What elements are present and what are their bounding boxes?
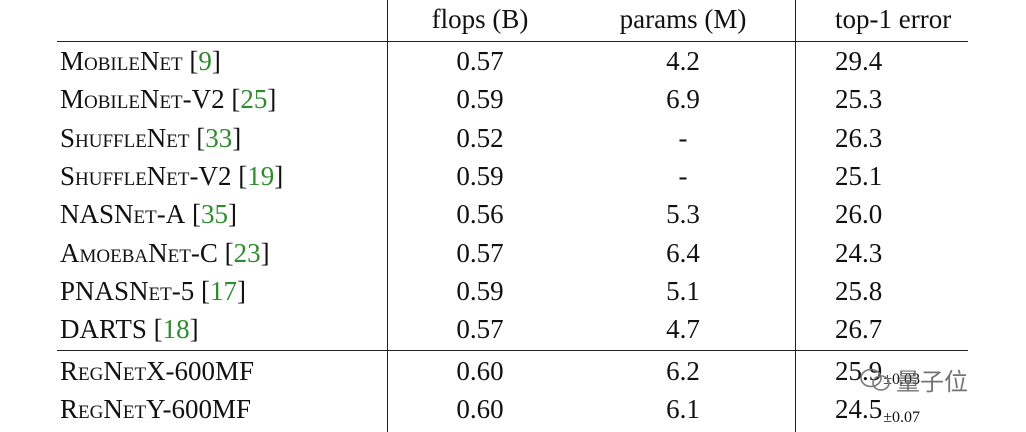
flops-cell: 0.60 bbox=[456, 356, 504, 386]
error-cell: 26.7 bbox=[835, 310, 882, 348]
flops-cell: 0.57 bbox=[456, 237, 504, 268]
flops-cell: 0.59 bbox=[456, 84, 504, 115]
citation-number: 19 bbox=[247, 160, 275, 191]
model-name: ShuffleNet bbox=[60, 122, 190, 153]
params-cell: 5.1 bbox=[666, 275, 700, 306]
citation-number: 18 bbox=[162, 314, 190, 345]
model-cell: RegNetX-600MF bbox=[60, 352, 254, 390]
flops-cell: 0.59 bbox=[456, 275, 504, 306]
error-value: 26.7 bbox=[835, 314, 883, 345]
model-name: NASNet-A bbox=[60, 199, 186, 230]
flops-cell: 0.52 bbox=[456, 122, 504, 153]
error-value: 29.4 bbox=[835, 46, 883, 76]
group-rule bbox=[57, 350, 968, 351]
column-rule bbox=[387, 0, 388, 432]
error-value: 24.3 bbox=[835, 237, 883, 268]
header-rule bbox=[57, 41, 968, 42]
model-cell: DARTS 18 bbox=[60, 310, 199, 348]
params-cell: 6.4 bbox=[666, 237, 700, 268]
model-name: MobileNet bbox=[60, 46, 183, 76]
model-cell: ShuffleNet-V2 19 bbox=[60, 157, 283, 195]
citation: 35 bbox=[192, 199, 237, 229]
model-name: PNASNet-5 bbox=[60, 275, 195, 306]
model-cell: RegNetY-600MF bbox=[60, 390, 251, 428]
citation: 33 bbox=[196, 123, 241, 153]
error-cell: 26.0 bbox=[835, 195, 882, 233]
citation-number: 25 bbox=[240, 84, 268, 115]
error-cell: 25.8 bbox=[835, 272, 882, 310]
flops-cell: 0.59 bbox=[456, 160, 504, 191]
error-std: ±0.03 bbox=[883, 371, 921, 388]
error-cell: 25.3 bbox=[835, 80, 882, 118]
citation: 9 bbox=[189, 46, 221, 76]
model-cell: ShuffleNet 33 bbox=[60, 119, 241, 157]
model-name: MobileNet-V2 bbox=[60, 84, 225, 115]
params-cell: 4.2 bbox=[666, 46, 700, 76]
error-value: 26.3 bbox=[835, 122, 883, 153]
error-cell: 25.9±0.03 bbox=[835, 352, 920, 390]
model-name: RegNetX-600MF bbox=[60, 356, 255, 386]
model-cell: AmoebaNet-C 23 bbox=[60, 234, 270, 272]
model-name: RegNetY-600MF bbox=[60, 394, 252, 424]
citation: 19 bbox=[238, 161, 283, 191]
flops-cell: 0.60 bbox=[456, 394, 504, 424]
citation-number: 23 bbox=[233, 237, 261, 268]
citation-number: 9 bbox=[198, 46, 212, 76]
params-cell: 4.7 bbox=[666, 314, 700, 345]
citation: 25 bbox=[231, 84, 276, 114]
flops-cell: 0.57 bbox=[456, 314, 504, 345]
error-value: 26.0 bbox=[835, 199, 883, 230]
model-cell: MobileNet 9 bbox=[60, 42, 221, 80]
error-cell: 29.4 bbox=[835, 42, 882, 80]
column-header: flops (B) bbox=[431, 4, 529, 34]
model-name: ShuffleNet-V2 bbox=[60, 160, 232, 191]
params-cell: 6.2 bbox=[666, 356, 700, 386]
model-cell: MobileNet-V2 25 bbox=[60, 80, 276, 118]
params-cell: 5.3 bbox=[666, 199, 700, 230]
error-value: 25.1 bbox=[835, 160, 883, 191]
watermark-text: 量子位 bbox=[896, 368, 968, 396]
flops-cell: 0.57 bbox=[456, 46, 504, 76]
table: flops (B) params (M) top-1 error MobileNet … bbox=[57, 0, 968, 432]
column-rule bbox=[795, 0, 796, 432]
model-cell: PNASNet-5 17 bbox=[60, 272, 246, 310]
error-value: 25.8 bbox=[835, 275, 883, 306]
citation: 18 bbox=[154, 314, 199, 344]
citation-number: 17 bbox=[209, 275, 237, 306]
model-name: AmoebaNet-C bbox=[60, 237, 218, 268]
citation-number: 33 bbox=[205, 122, 233, 153]
error-value: 25.9 bbox=[835, 356, 883, 386]
column-header: params (M) bbox=[619, 4, 747, 34]
column-header: top-1 error bbox=[835, 4, 952, 34]
error-cell: 24.3 bbox=[835, 234, 882, 272]
error-cell: 25.1 bbox=[835, 157, 882, 195]
model-cell: NASNet-A 35 bbox=[60, 195, 237, 233]
error-std: ±0.07 bbox=[883, 409, 921, 426]
watermark: 量子位 bbox=[860, 362, 968, 397]
params-cell: 6.9 bbox=[666, 84, 700, 115]
citation-number: 35 bbox=[200, 199, 228, 230]
flops-cell: 0.56 bbox=[456, 199, 504, 230]
error-value: 25.3 bbox=[835, 84, 883, 115]
params-cell: - bbox=[678, 160, 688, 191]
error-cell: 24.5±0.07 bbox=[835, 390, 920, 428]
model-name: DARTS bbox=[60, 314, 147, 345]
citation: 17 bbox=[201, 276, 246, 306]
watermark-icon bbox=[860, 368, 890, 391]
error-value: 24.5 bbox=[835, 394, 883, 424]
params-cell: 6.1 bbox=[666, 394, 700, 424]
error-cell: 26.3 bbox=[835, 119, 882, 157]
citation: 23 bbox=[225, 238, 270, 268]
params-cell: - bbox=[678, 122, 688, 153]
